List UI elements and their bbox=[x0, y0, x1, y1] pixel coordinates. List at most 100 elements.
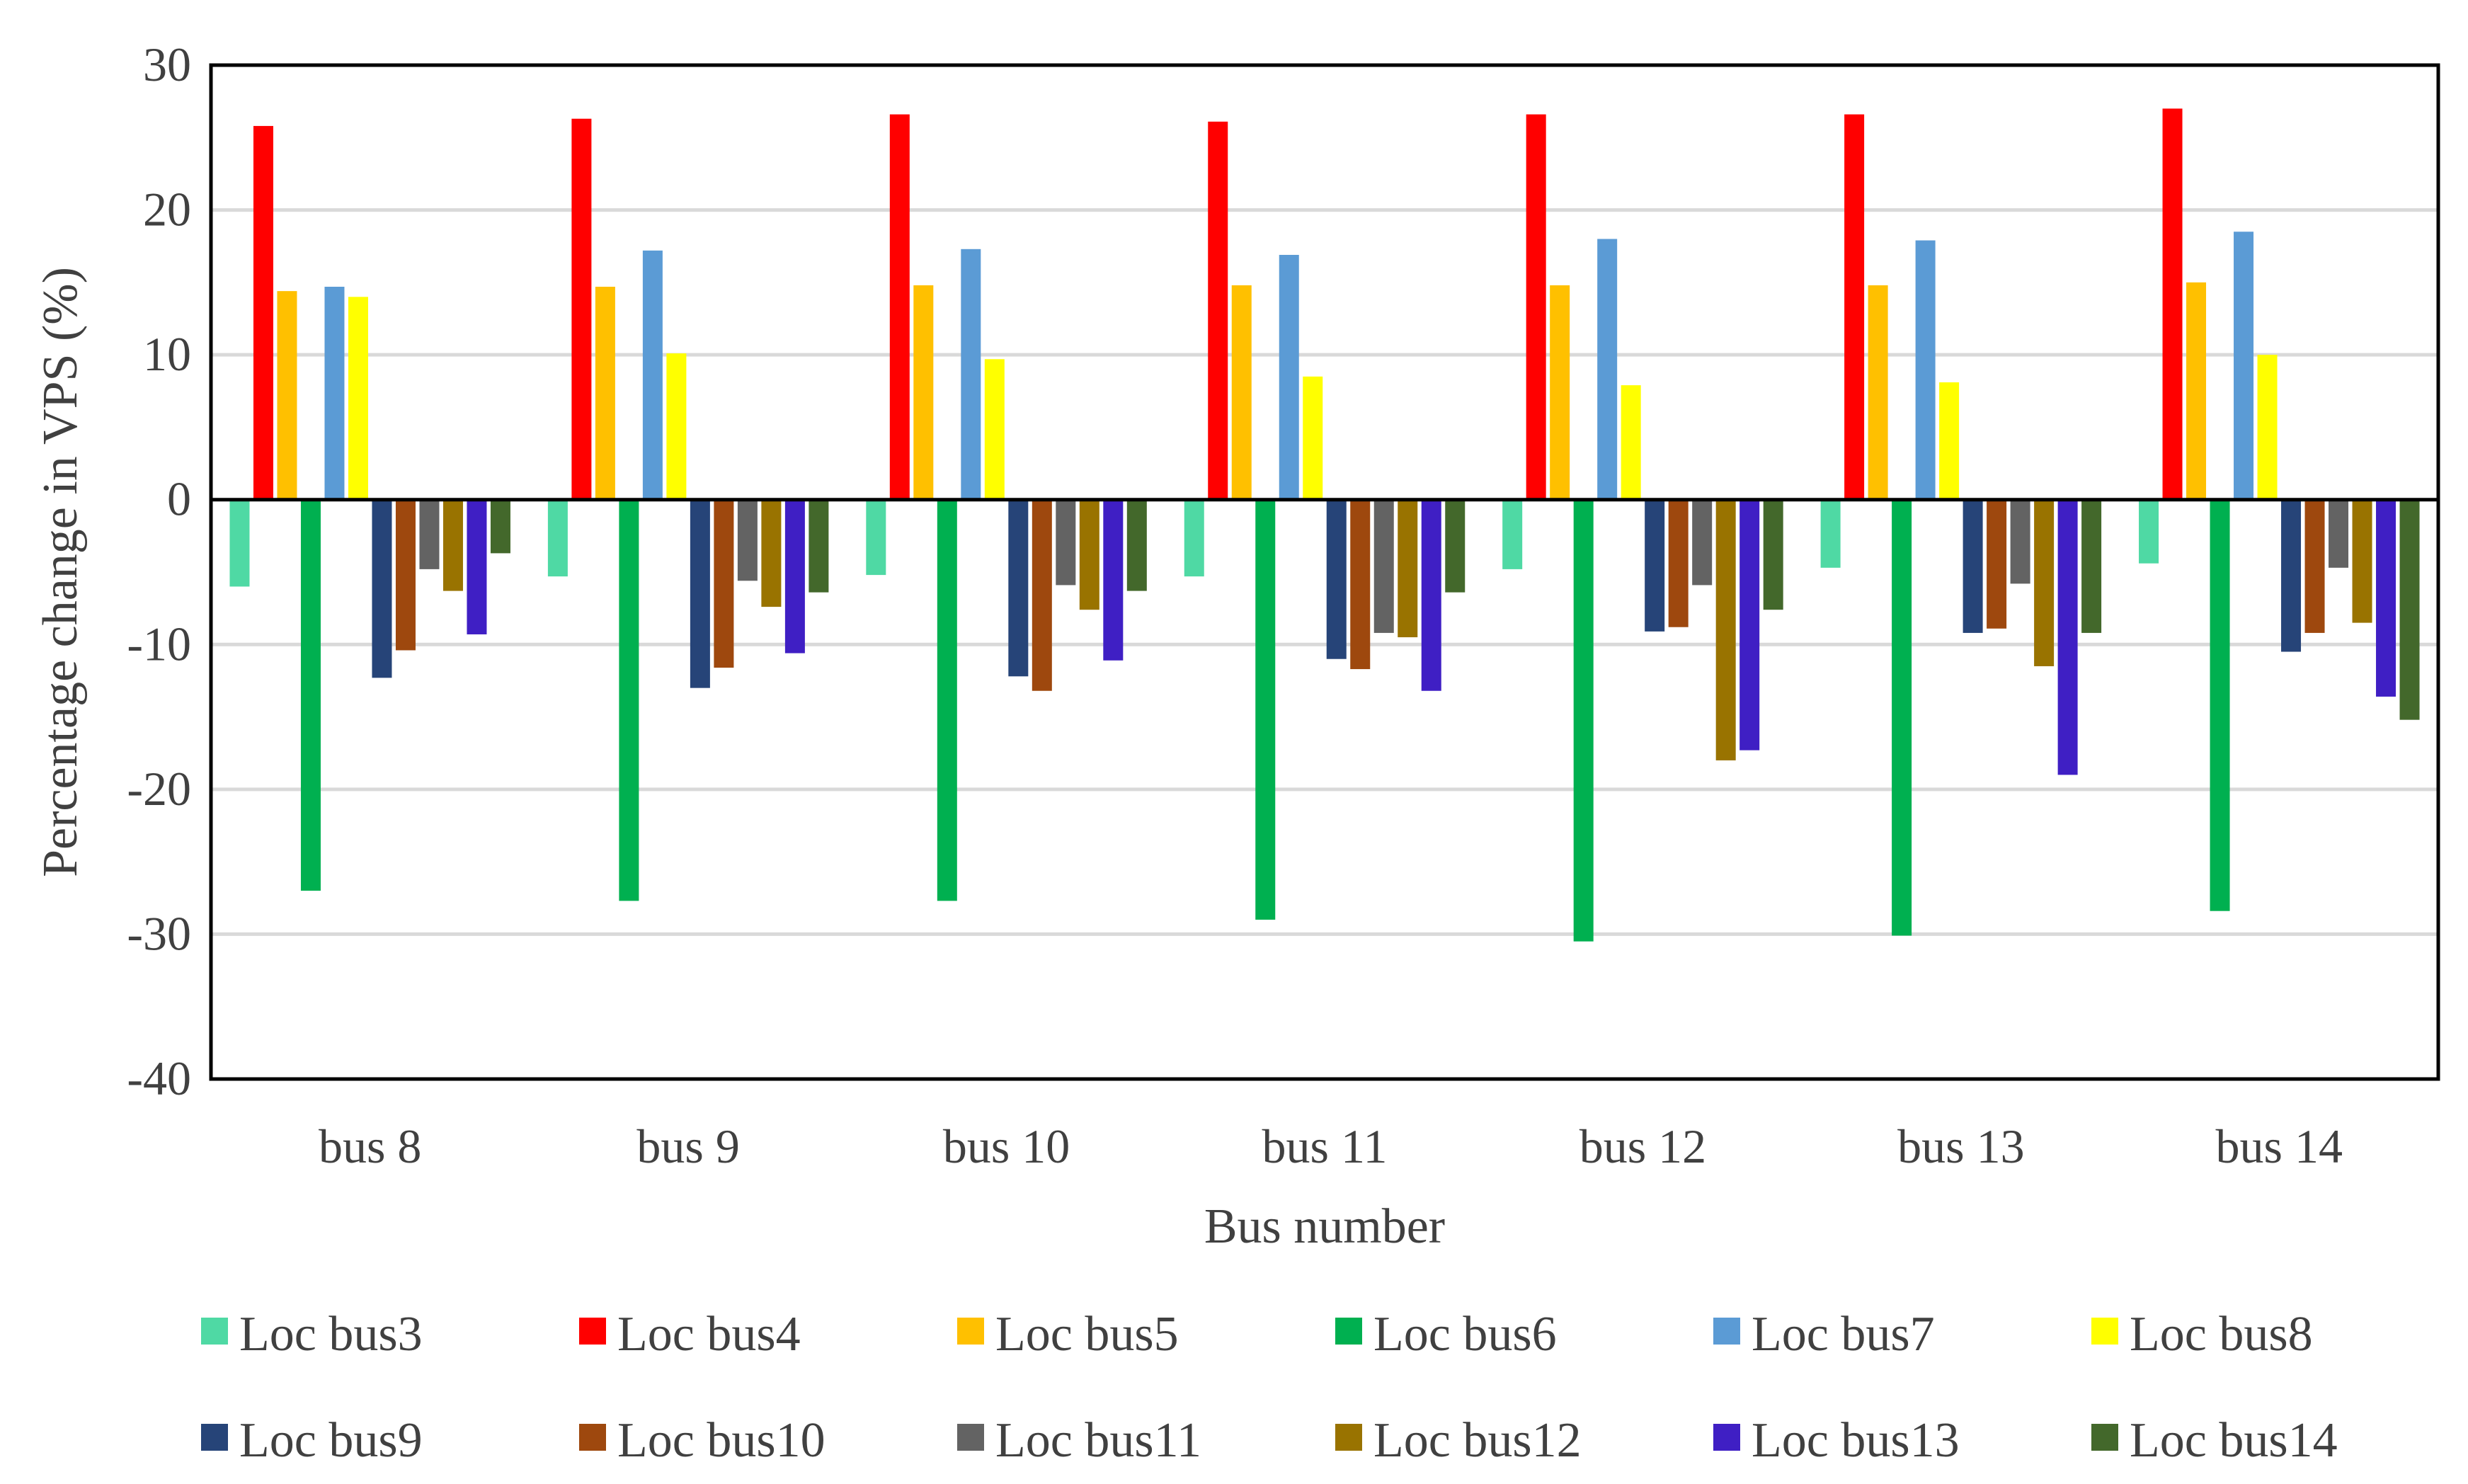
legend-swatch bbox=[201, 1318, 228, 1345]
legend-label: Loc bus4 bbox=[617, 1307, 801, 1362]
bar bbox=[2034, 499, 2055, 666]
bar bbox=[1008, 499, 1029, 677]
bar bbox=[324, 286, 345, 500]
bar bbox=[642, 250, 663, 500]
legend-label: Loc bus9 bbox=[239, 1413, 423, 1468]
bar bbox=[595, 286, 615, 500]
bar bbox=[1231, 285, 1252, 500]
bar bbox=[2057, 499, 2078, 775]
legend-label: Loc bus14 bbox=[2130, 1413, 2338, 1468]
x-tick-label: bus 13 bbox=[1897, 1119, 2024, 1173]
bar bbox=[1303, 376, 1323, 500]
bar bbox=[277, 291, 297, 500]
bar bbox=[2010, 499, 2030, 584]
legend-swatch bbox=[579, 1424, 606, 1451]
y-tick-label: -20 bbox=[127, 762, 191, 816]
x-tick-label: bus 11 bbox=[1262, 1119, 1388, 1173]
bar bbox=[2210, 499, 2230, 911]
legend-label: Loc bus10 bbox=[617, 1413, 825, 1468]
legend-label: Loc bus5 bbox=[995, 1307, 1179, 1362]
bar bbox=[1645, 499, 1665, 632]
bar bbox=[1621, 385, 1641, 500]
bar bbox=[2329, 499, 2349, 568]
bar bbox=[253, 125, 273, 500]
y-tick-label: 10 bbox=[143, 327, 191, 381]
bar bbox=[2352, 499, 2372, 623]
bar bbox=[300, 499, 321, 891]
bar bbox=[714, 499, 734, 668]
bar bbox=[761, 499, 782, 607]
x-axis-ticks: bus 8 bus 9 bus 10 bus 11 bus 12 bus 13 bus 14 bbox=[319, 1119, 2343, 1173]
bar bbox=[961, 249, 981, 500]
y-tick-label: 20 bbox=[143, 183, 191, 236]
legend-label: Loc bus13 bbox=[1752, 1413, 1960, 1468]
legend-swatch bbox=[1713, 1424, 1740, 1451]
legend-label: Loc bus3 bbox=[239, 1307, 423, 1362]
bar bbox=[1963, 499, 1983, 633]
legend-swatch bbox=[957, 1318, 984, 1345]
bar bbox=[1421, 499, 1441, 691]
legend-label: Loc bus6 bbox=[1373, 1307, 1557, 1362]
bar bbox=[1126, 499, 1147, 591]
legend-swatch bbox=[579, 1318, 606, 1345]
bar bbox=[2186, 282, 2207, 500]
legend-label: Loc bus12 bbox=[1373, 1413, 1582, 1468]
bar bbox=[442, 499, 463, 591]
bar bbox=[1820, 499, 1841, 568]
x-tick-label: bus 8 bbox=[319, 1119, 421, 1173]
bar bbox=[1350, 499, 1371, 670]
bar bbox=[1445, 499, 1466, 593]
bar bbox=[1326, 499, 1347, 659]
bar bbox=[1692, 499, 1713, 586]
bar bbox=[2162, 108, 2183, 500]
bar bbox=[419, 499, 440, 569]
legend-swatch bbox=[1335, 1424, 1362, 1451]
legend-swatch bbox=[957, 1424, 984, 1451]
x-tick-label: bus 14 bbox=[2216, 1119, 2343, 1173]
bar bbox=[1279, 254, 1299, 500]
bar bbox=[1398, 499, 1418, 638]
bar bbox=[2376, 499, 2396, 697]
x-tick-label: bus 10 bbox=[943, 1119, 1070, 1173]
bar bbox=[2304, 499, 2325, 633]
bar bbox=[1373, 499, 1394, 633]
bar bbox=[1844, 114, 1865, 500]
bar bbox=[1079, 499, 1099, 610]
bar bbox=[1763, 499, 1783, 610]
bar bbox=[889, 114, 910, 500]
y-tick-label: 30 bbox=[143, 38, 191, 91]
bar bbox=[348, 297, 368, 500]
bar bbox=[467, 499, 487, 634]
legend-swatch bbox=[2091, 1424, 2118, 1451]
bar bbox=[1032, 499, 1052, 691]
bar bbox=[1103, 499, 1124, 661]
bar bbox=[1255, 499, 1276, 920]
bar bbox=[1056, 499, 1076, 586]
bar bbox=[1208, 121, 1228, 500]
y-tick-label: -30 bbox=[127, 906, 191, 960]
bar bbox=[913, 285, 934, 500]
legend-swatch bbox=[1335, 1318, 1362, 1345]
bar bbox=[1573, 499, 1594, 942]
y-tick-label: -40 bbox=[127, 1051, 191, 1105]
bar bbox=[2081, 499, 2102, 633]
bar bbox=[1526, 114, 1546, 500]
y-axis-title: Percentage change in VPS (%) bbox=[33, 267, 88, 877]
legend-label: Loc bus11 bbox=[995, 1413, 1201, 1468]
bar bbox=[395, 499, 416, 651]
bar bbox=[2399, 499, 2420, 720]
legend-label: Loc bus7 bbox=[1752, 1307, 1935, 1362]
bar bbox=[809, 499, 829, 593]
bar bbox=[229, 499, 250, 587]
bar bbox=[1939, 382, 1960, 500]
y-axis-ticks: 30 20 10 0 -10 -20 -30 -40 bbox=[127, 38, 191, 1105]
bar bbox=[1868, 285, 1888, 500]
bar bbox=[571, 118, 592, 500]
bar bbox=[690, 499, 710, 688]
bar bbox=[1597, 239, 1618, 500]
bar bbox=[2234, 232, 2254, 500]
bar bbox=[2139, 499, 2159, 564]
x-axis-title: Bus number bbox=[1204, 1199, 1445, 1254]
bar bbox=[866, 499, 886, 576]
